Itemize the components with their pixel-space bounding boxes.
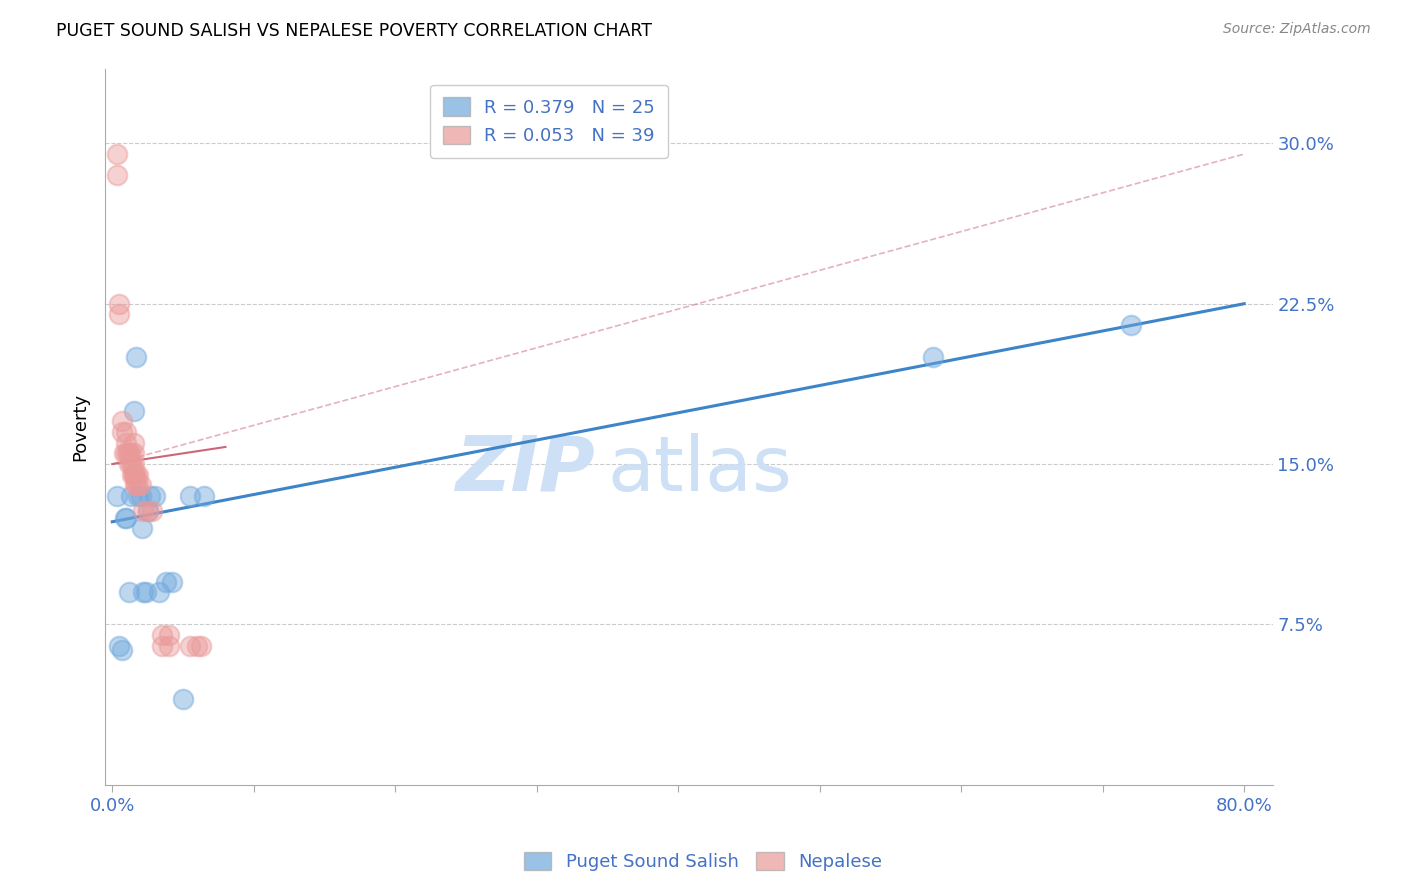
- Point: [157, 628, 180, 642]
- Point: [129, 478, 152, 492]
- Legend: R = 0.379   N = 25, R = 0.053   N = 39: R = 0.379 N = 25, R = 0.053 N = 39: [430, 85, 668, 158]
- Point: [115, 510, 138, 524]
- Point: [121, 467, 143, 482]
- Text: ZIP: ZIP: [456, 433, 596, 507]
- Point: [111, 425, 134, 439]
- Point: [125, 478, 148, 492]
- Point: [179, 639, 201, 653]
- Point: [155, 574, 177, 589]
- Point: [120, 446, 142, 460]
- Point: [118, 446, 141, 460]
- Text: Source: ZipAtlas.com: Source: ZipAtlas.com: [1223, 22, 1371, 37]
- Point: [136, 504, 159, 518]
- Point: [125, 467, 148, 482]
- Point: [160, 574, 183, 589]
- Point: [124, 467, 146, 482]
- Point: [108, 296, 131, 310]
- Text: PUGET SOUND SALISH VS NEPALESE POVERTY CORRELATION CHART: PUGET SOUND SALISH VS NEPALESE POVERTY C…: [56, 22, 652, 40]
- Point: [111, 643, 134, 657]
- Point: [122, 467, 145, 482]
- Point: [1119, 318, 1142, 332]
- Point: [139, 489, 162, 503]
- Point: [105, 169, 128, 183]
- Point: [186, 639, 208, 653]
- Point: [148, 585, 170, 599]
- Text: atlas: atlas: [607, 433, 792, 507]
- Point: [122, 435, 145, 450]
- Point: [143, 489, 166, 503]
- Point: [124, 478, 146, 492]
- Point: [122, 403, 145, 417]
- Point: [141, 504, 163, 518]
- Point: [111, 414, 134, 428]
- Point: [105, 147, 128, 161]
- Point: [108, 639, 131, 653]
- Point: [172, 692, 194, 706]
- Point: [127, 467, 149, 482]
- Point: [120, 457, 142, 471]
- Point: [129, 489, 152, 503]
- Point: [135, 585, 157, 599]
- Point: [150, 628, 173, 642]
- Point: [121, 457, 143, 471]
- Point: [922, 350, 945, 364]
- Point: [193, 489, 215, 503]
- Point: [122, 467, 145, 482]
- Point: [127, 489, 149, 503]
- Point: [114, 510, 136, 524]
- Point: [115, 425, 138, 439]
- Point: [120, 489, 142, 503]
- Point: [150, 639, 173, 653]
- Point: [112, 446, 135, 460]
- Point: [118, 457, 141, 471]
- Point: [115, 446, 138, 460]
- Point: [132, 504, 155, 518]
- Point: [136, 504, 159, 518]
- Point: [115, 435, 138, 450]
- Point: [118, 585, 141, 599]
- Point: [105, 489, 128, 503]
- Point: [132, 585, 155, 599]
- Point: [131, 521, 153, 535]
- Y-axis label: Poverty: Poverty: [72, 392, 89, 460]
- Point: [190, 639, 212, 653]
- Point: [179, 489, 201, 503]
- Point: [122, 446, 145, 460]
- Point: [127, 478, 149, 492]
- Point: [122, 457, 145, 471]
- Legend: Puget Sound Salish, Nepalese: Puget Sound Salish, Nepalese: [517, 845, 889, 879]
- Point: [117, 446, 139, 460]
- Point: [125, 350, 148, 364]
- Point: [157, 639, 180, 653]
- Point: [108, 307, 131, 321]
